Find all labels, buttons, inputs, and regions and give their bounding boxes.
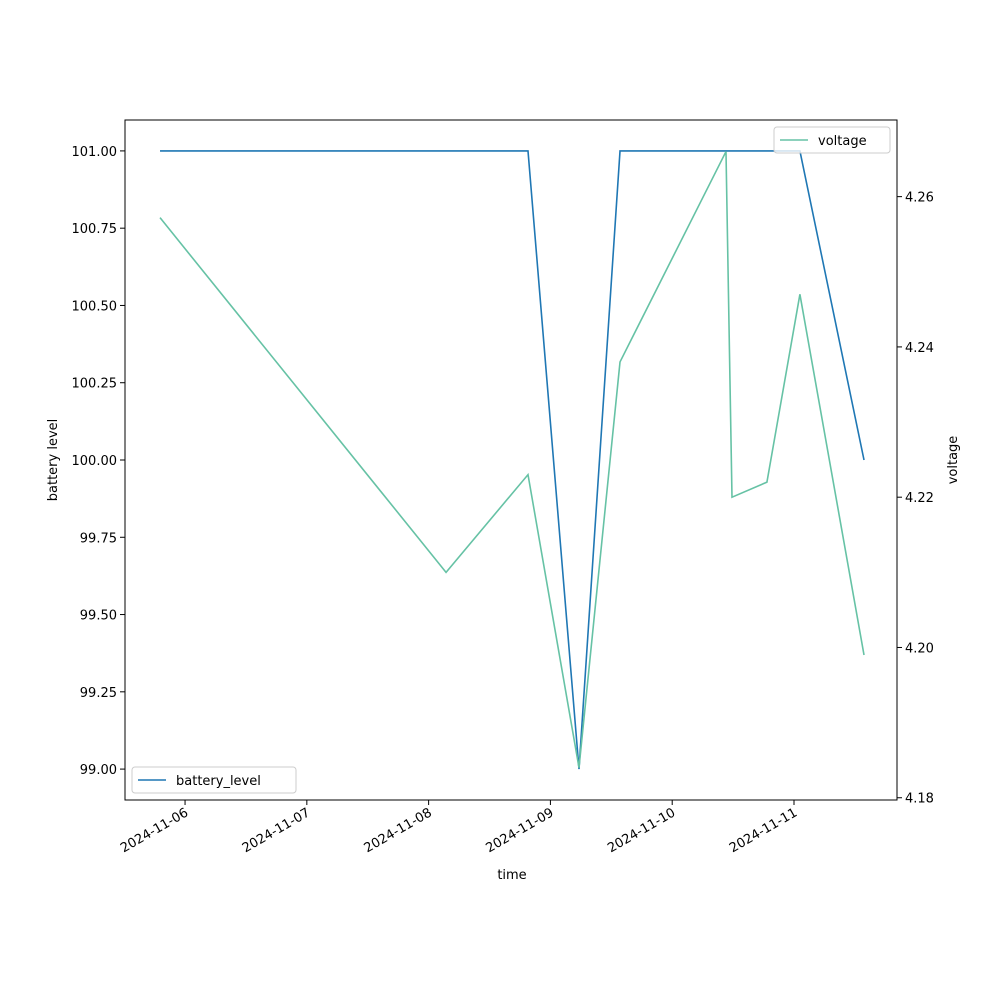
y-tick-label: 100.25 — [72, 377, 118, 392]
y-tick-label: 100.50 — [72, 299, 118, 314]
x-tick-label: 2024-11-09 — [483, 805, 556, 856]
x-axis-label: time — [497, 868, 526, 883]
plot-frame — [124, 119, 898, 801]
series-line — [159, 151, 865, 768]
y-tick-label: 100.00 — [72, 454, 118, 469]
series-line — [160, 150, 865, 770]
y-tick-label: 99.25 — [80, 686, 117, 701]
y2-tick-label: 4.18 — [905, 792, 934, 807]
y-tick-label: 99.75 — [80, 531, 117, 546]
y-tick-label: 99.00 — [80, 763, 117, 778]
x-tick-label: 2024-11-08 — [362, 805, 435, 856]
y2-tick-label: 4.26 — [905, 191, 934, 206]
x-tick-label: 2024-11-10 — [605, 805, 678, 856]
y2-tick-label: 4.20 — [905, 641, 934, 656]
x-tick-label: 2024-11-11 — [727, 805, 800, 856]
x-tick-label: 2024-11-07 — [240, 805, 313, 856]
legend-box — [773, 126, 891, 154]
y-axis-label: battery level — [46, 419, 61, 502]
legend-label: voltage — [818, 134, 867, 149]
y-tick-label: 100.75 — [72, 222, 118, 237]
legend-label: battery_level — [176, 774, 261, 789]
y-tick-label: 101.00 — [72, 145, 118, 160]
x-tick-label: 2024-11-06 — [118, 805, 191, 856]
y2-axis-label: voltage — [946, 436, 961, 485]
y-tick-label: 99.50 — [80, 609, 117, 624]
legend-box — [131, 766, 297, 794]
y2-tick-label: 4.22 — [905, 491, 934, 506]
y2-tick-label: 4.24 — [905, 341, 934, 356]
